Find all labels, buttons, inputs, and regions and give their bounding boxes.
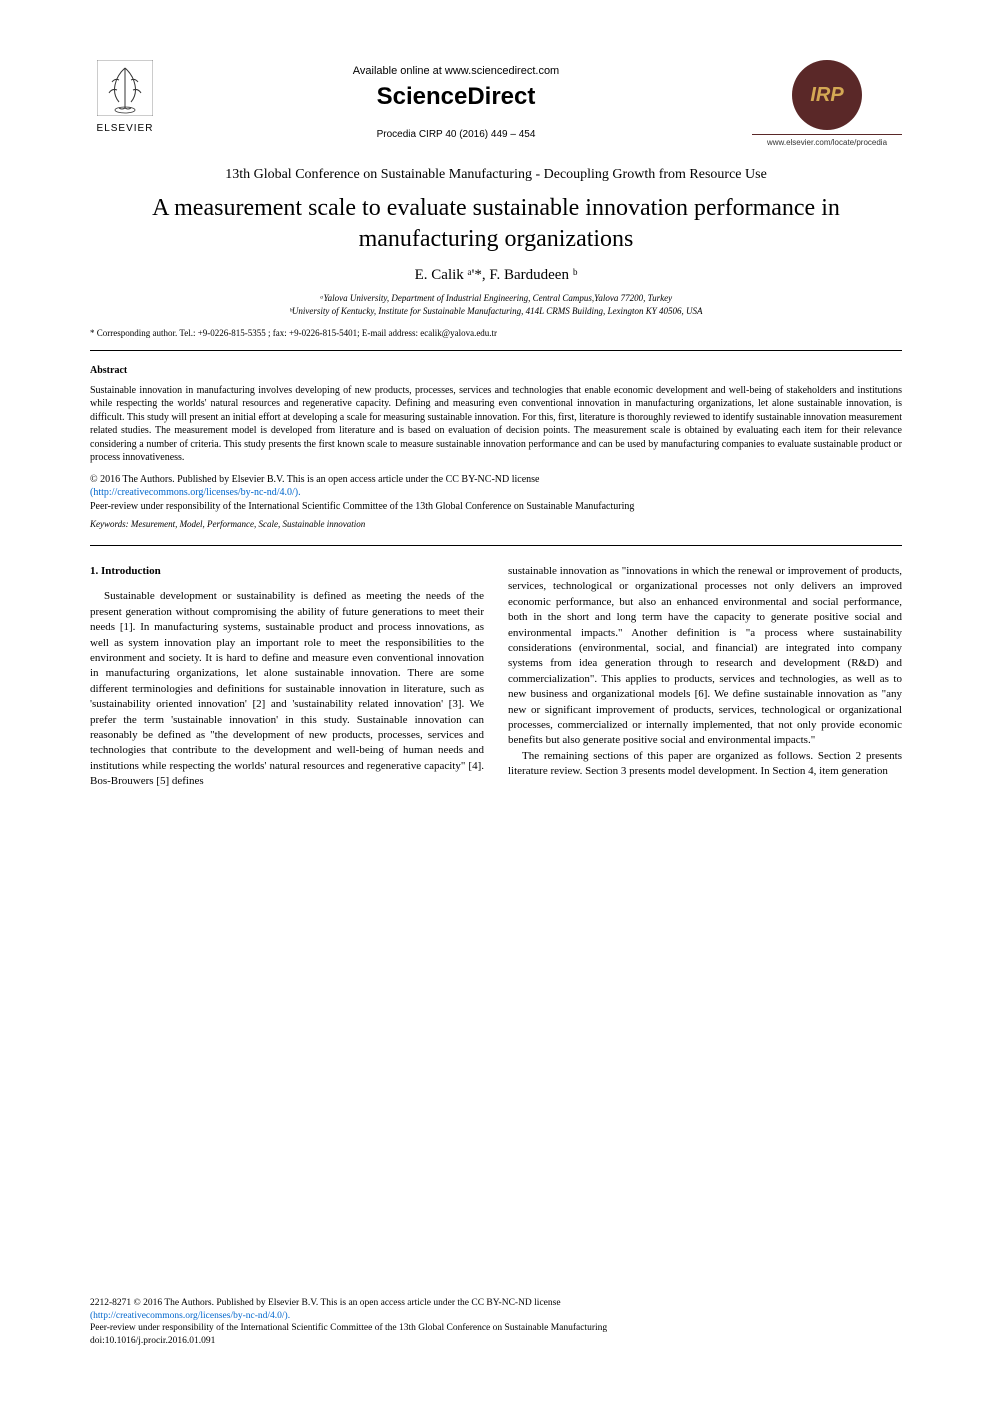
- corresponding-author: * Corresponding author. Tel.: +9-0226-81…: [90, 328, 902, 338]
- footer-cc-link[interactable]: (http://creativecommons.org/licenses/by-…: [90, 1311, 290, 1321]
- authors: E. Calik ᵃ'*, F. Bardudeen ᵇ: [90, 267, 902, 284]
- irp-logo-text: IRP: [810, 84, 843, 107]
- affiliation-b: ᵇUniversity of Kentucky, Institute for S…: [90, 305, 902, 318]
- citation-text: Procedia CIRP 40 (2016) 449 – 454: [160, 129, 752, 140]
- footer-peer-review: Peer-review under responsibility of the …: [90, 1323, 607, 1333]
- affiliation-a: ᵃYalova University, Department of Indust…: [90, 292, 902, 305]
- copyright-line1: © 2016 The Authors. Published by Elsevie…: [90, 474, 539, 485]
- paper-title: A measurement scale to evaluate sustaina…: [90, 193, 902, 255]
- header-row: ELSEVIER Available online at www.science…: [90, 60, 902, 147]
- irp-block: IRP www.elsevier.com/locate/procedia: [752, 60, 902, 147]
- footer-issn: 2212-8271 © 2016 The Authors. Published …: [90, 1298, 561, 1308]
- footer: 2212-8271 © 2016 The Authors. Published …: [90, 1297, 902, 1348]
- section-1-heading: 1. Introduction: [90, 564, 484, 579]
- available-online-text: Available online at www.sciencedirect.co…: [160, 65, 752, 77]
- elsevier-tree-icon: [97, 60, 153, 116]
- elsevier-label: ELSEVIER: [90, 123, 160, 134]
- elsevier-logo: ELSEVIER: [90, 60, 160, 134]
- irp-url: www.elsevier.com/locate/procedia: [752, 138, 902, 147]
- keywords: Keywords: Mesurement, Model, Performance…: [90, 519, 902, 529]
- peer-review-text: Peer-review under responsibility of the …: [90, 501, 634, 512]
- intro-paragraph-1: Sustainable development or sustainabilit…: [90, 589, 484, 789]
- column-left: 1. Introduction Sustainable development …: [90, 564, 484, 789]
- intro-paragraph-2: sustainable innovation as "innovations i…: [508, 564, 902, 749]
- copyright-block: © 2016 The Authors. Published by Elsevie…: [90, 473, 902, 514]
- conference-title: 13th Global Conference on Sustainable Ma…: [90, 167, 902, 183]
- irp-divider: [752, 134, 902, 135]
- body-columns: 1. Introduction Sustainable development …: [90, 564, 902, 789]
- irp-logo-icon: IRP: [792, 60, 862, 130]
- abstract-text: Sustainable innovation in manufacturing …: [90, 384, 902, 465]
- sciencedirect-logo: ScienceDirect: [160, 83, 752, 111]
- affiliations: ᵃYalova University, Department of Indust…: [90, 292, 902, 317]
- cc-license-link[interactable]: (http://creativecommons.org/licenses/by-…: [90, 487, 301, 498]
- column-right: sustainable innovation as "innovations i…: [508, 564, 902, 789]
- intro-paragraph-3: The remaining sections of this paper are…: [508, 749, 902, 780]
- footer-doi: doi:10.1016/j.procir.2016.01.091: [90, 1336, 215, 1346]
- divider-top: [90, 350, 902, 351]
- header-center: Available online at www.sciencedirect.co…: [160, 60, 752, 140]
- abstract-heading: Abstract: [90, 365, 902, 376]
- divider-bottom: [90, 545, 902, 546]
